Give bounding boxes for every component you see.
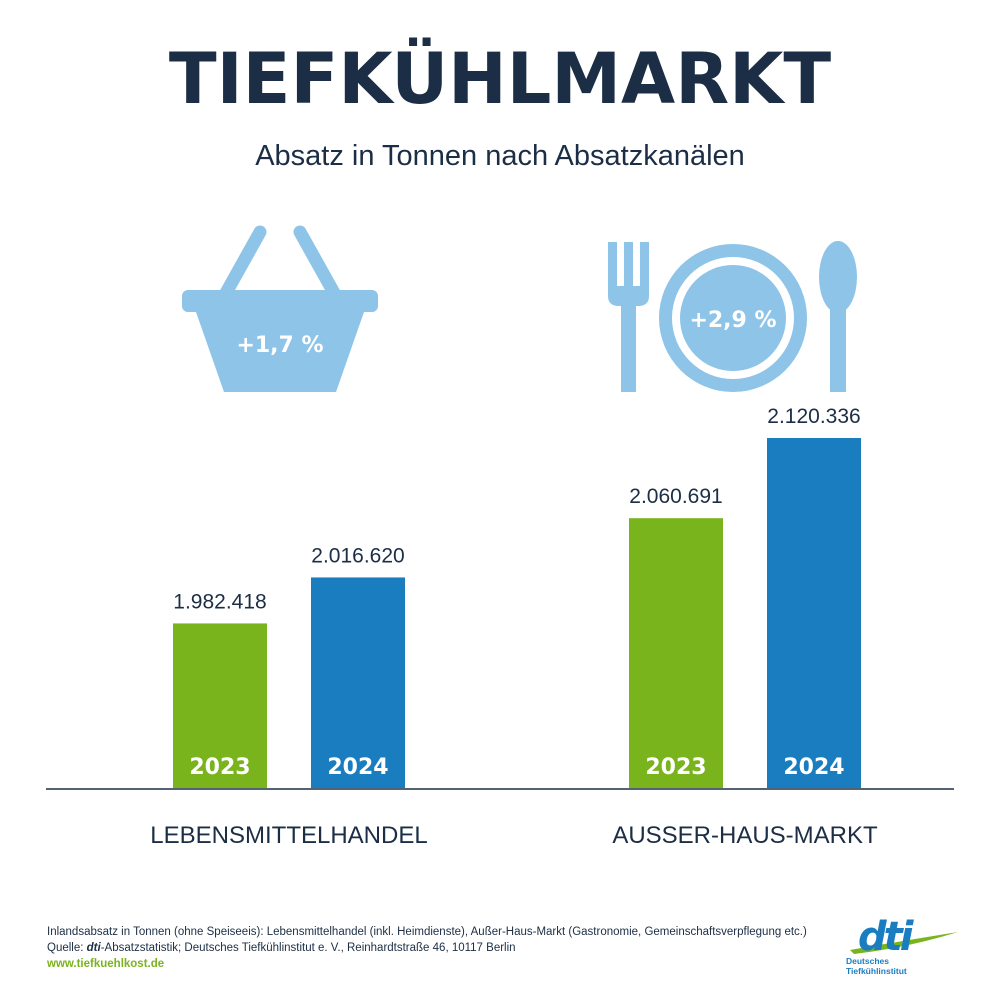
logo-wordmark: dti [858,914,913,960]
shopping-basket-icon [182,225,378,392]
source-text: -Absatzstatistik; Deutsches Tiefkühlinst… [100,942,516,954]
bar-value-label: 1.982.418 [173,590,266,613]
category-label: LEBENSMITTELHANDEL [150,822,427,849]
bar-group-0: 1.982.418 2023 2.016.620 2024 LEBENSMITTELHA… [150,544,427,849]
footer-source: Quelle: dti-Absatzstatistik; Deutsches T… [47,940,807,956]
logo-line1: Deutsches [846,956,889,966]
logo-line2: Tiefkühlinstitut [846,966,907,976]
logo-subtitle: Deutsches Tiefkühlinstitut [846,956,907,976]
bar-group-1: 2.060.691 2023 2.120.336 2024 AUSSER-HAUS-MA… [612,405,878,849]
logo-swoosh-icon [850,932,958,954]
bar-2024-1 [767,438,861,788]
footer-note: Inlandsabsatz in Tonnen (ohne Speiseeis)… [47,924,807,972]
plate-cutlery-icon [608,241,857,392]
bar-value-label: 2.120.336 [767,405,860,428]
bar-value-label: 2.016.620 [311,544,404,567]
bar-value-label: 2.060.691 [629,485,722,508]
bar-year-label: 2023 [645,755,706,780]
footer-definition: Inlandsabsatz in Tonnen (ohne Speiseeis)… [47,926,807,938]
source-prefix: Quelle: [47,942,87,954]
category-label: AUSSER-HAUS-MARKT [612,822,878,849]
growth-label: +1,7 % [236,333,323,358]
bar-year-label: 2023 [189,755,250,780]
bar-year-label: 2024 [783,755,844,780]
dti-logo: dti Deutsches Tiefkühlinstitut [846,912,966,982]
bar-year-label: 2024 [327,755,388,780]
page-subtitle: Absatz in Tonnen nach Absatzkanälen [255,140,745,172]
bar-chart: 1.982.418 2023 2.016.620 2024 LEBENSMITTELHA… [46,225,954,849]
page-title: TIEFKÜHLMARKT [168,38,832,120]
bar-2023-1 [629,518,723,788]
footer-url[interactable]: www.tiefkuehlkost.de [47,958,165,970]
growth-label: +2,9 % [689,308,776,333]
bar-2024-0 [311,577,405,788]
bar-2023-0 [173,623,267,788]
source-brand: dti [86,942,101,954]
